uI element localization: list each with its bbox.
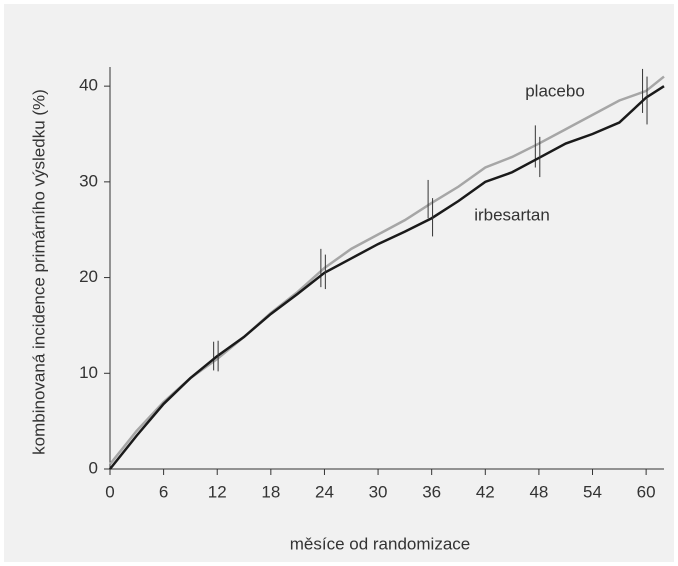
- x-axis-label: měsíce od randomizace: [290, 534, 470, 553]
- x-tick-label: 42: [476, 482, 495, 501]
- x-tick-label: 60: [637, 482, 656, 501]
- series-line: [109, 85, 665, 470]
- x-tick-label: 48: [529, 482, 548, 501]
- y-tick-label: 40: [79, 76, 98, 95]
- x-tick-label: 54: [583, 482, 602, 501]
- x-tick-label: 24: [315, 482, 334, 501]
- x-tick-label: 6: [159, 482, 168, 501]
- y-tick-label: 30: [79, 171, 98, 190]
- y-tick-label: 10: [79, 363, 98, 382]
- x-tick-label: 30: [369, 482, 388, 501]
- series-label: irbesartan: [474, 205, 550, 224]
- y-axis-label: kombinovaná incidence primárního výsledk…: [29, 89, 48, 455]
- x-tick-label: 36: [422, 482, 441, 501]
- x-tick-label: 18: [261, 482, 280, 501]
- y-tick-label: 0: [89, 458, 98, 477]
- series-label: placebo: [525, 81, 585, 100]
- x-tick-label: 12: [208, 482, 227, 501]
- y-tick-label: 20: [79, 267, 98, 286]
- x-tick-label: 0: [105, 482, 114, 501]
